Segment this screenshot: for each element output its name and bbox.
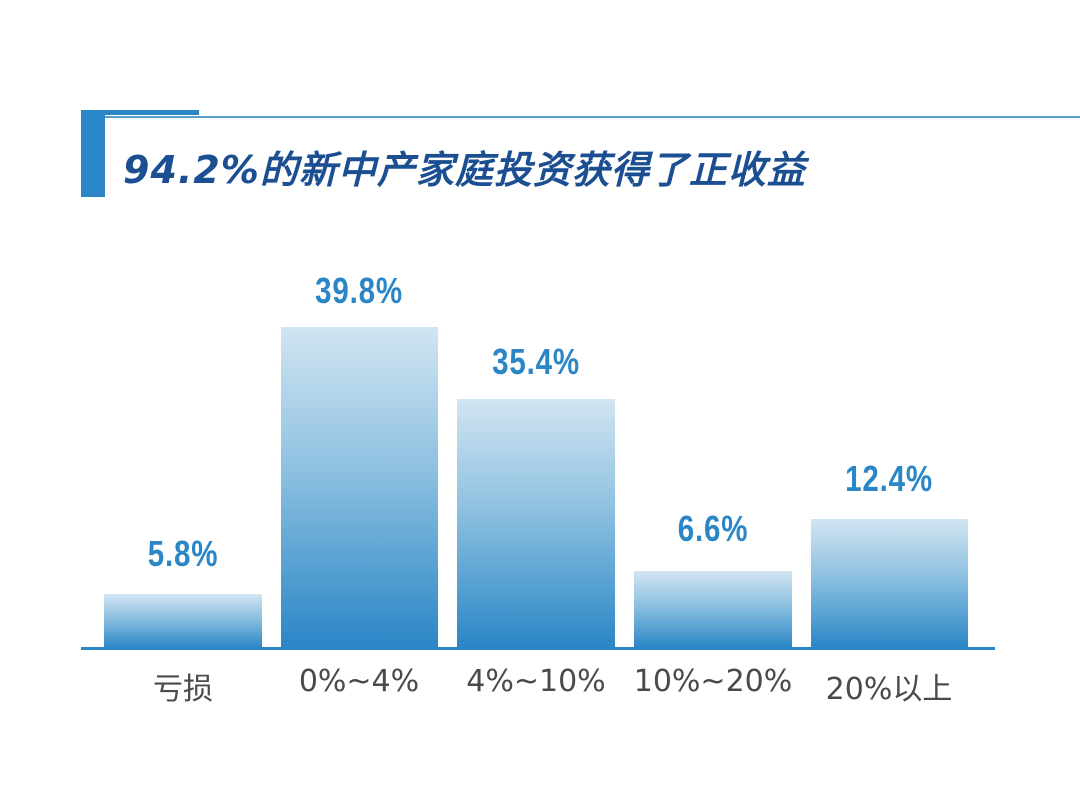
bar-20-plus [811,519,968,648]
value-label-loss: 5.8% [147,533,219,574]
chart-title: 94.2%的新中产家庭投资获得了正收益 [123,148,806,192]
category-label-loss: 亏损 [153,672,213,707]
bar-10-20 [634,571,792,648]
value-label-20-plus: 12.4% [845,458,933,499]
category-label-4-10: 4%~10% [466,664,606,699]
title-accent-top [81,110,199,115]
category-label-10-20: 10%~20% [633,664,793,699]
bar-0-4 [281,327,438,648]
bar-4-10 [457,399,615,648]
title-accent-block [81,110,105,197]
title-rule [105,116,1080,118]
value-label-10-20: 6.6% [677,508,749,549]
value-label-0-4: 39.8% [315,270,403,311]
category-label-20-plus: 20%以上 [825,672,953,707]
bar-loss [104,594,262,648]
value-label-4-10: 35.4% [492,341,580,382]
x-axis [81,647,995,650]
category-label-0-4: 0%~4% [298,664,420,699]
